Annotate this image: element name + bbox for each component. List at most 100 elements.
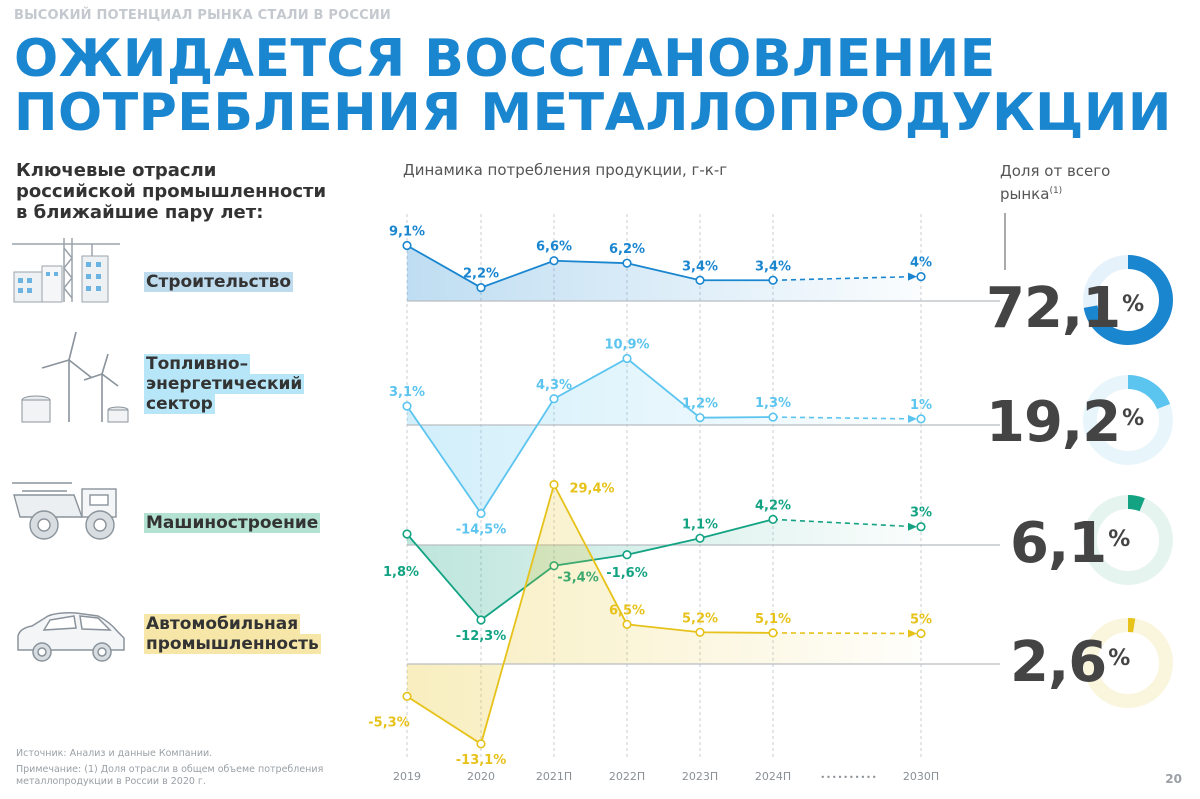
data-label: 10,9% [604, 338, 649, 353]
data-point [695, 275, 705, 285]
data-point [622, 619, 632, 629]
series-line [406, 244, 773, 289]
data-point [622, 550, 632, 560]
data-label: 1,8% [383, 565, 419, 580]
share-number: 19,2 [986, 390, 1121, 455]
sector-label-line: промышленность [144, 634, 321, 654]
data-label: 6,5% [609, 603, 645, 618]
x-tick-label: 2024П [755, 770, 791, 783]
data-point [768, 275, 778, 285]
projection-gap-marker: •••••••••• [820, 773, 877, 782]
share-value-construction: 72,1% [986, 276, 1144, 341]
share-ring-value [1083, 375, 1173, 465]
share-heading-word: рынка [1000, 185, 1050, 203]
data-label: 6,2% [609, 242, 645, 257]
series-line [406, 482, 774, 746]
series-projection-line [772, 632, 916, 635]
data-point [549, 394, 559, 404]
data-label: 3,1% [389, 385, 425, 400]
data-label: 1,2% [682, 397, 718, 412]
x-tick-label: 2021П [536, 770, 572, 783]
data-point [549, 480, 559, 490]
footnote-source: Источник: Анализ и данные Компании. [16, 748, 213, 759]
share-heading-line: рынка(1) [1000, 181, 1110, 204]
share-heading: Доля от всего рынка(1) [1000, 161, 1110, 204]
dump-truck-icon [12, 482, 117, 540]
data-label: 29,4% [569, 482, 614, 497]
title-line-2: ПОТРЕБЛЕНИЯ МЕТАЛЛОПРОДУКЦИИ [14, 83, 1172, 143]
share-ring-value [1083, 255, 1173, 345]
data-label: 4,2% [755, 498, 791, 513]
series-projection-line [772, 275, 916, 282]
x-tick-label: 2030П [903, 770, 939, 783]
footnote-note: Примечание: (1) Доля отрасли в общем объ… [16, 764, 324, 787]
data-point [549, 256, 559, 266]
data-point [695, 533, 705, 543]
x-tick-label: 2019 [393, 770, 421, 783]
construction-icon [12, 238, 120, 303]
data-point [916, 522, 926, 532]
data-label: 2,2% [463, 267, 499, 282]
share-ring-value [1083, 618, 1173, 708]
series-arrow [908, 414, 917, 423]
page-number: 20 [1165, 772, 1182, 786]
data-point [402, 240, 412, 251]
sector-label-line: Строительство [144, 272, 294, 292]
series-area [407, 245, 921, 301]
share-number: 72,1 [986, 276, 1121, 341]
share-value-automotive: 2,6% [1010, 630, 1130, 695]
x-tick-label: 2020 [467, 770, 495, 783]
data-point [402, 691, 412, 701]
series-projection-line [772, 416, 916, 420]
data-point [916, 414, 926, 424]
sector-label-line: Автомобильная [144, 614, 301, 634]
sector-label-line: Топливно– [144, 354, 251, 374]
data-label: 1,3% [755, 396, 791, 411]
data-point [622, 258, 632, 268]
share-percent-sign: % [1108, 527, 1131, 552]
x-tick-label: 2022П [609, 770, 645, 783]
car-icon [17, 612, 125, 662]
series-projection-line [772, 518, 916, 528]
footnote: Источник: Анализ и данные Компании. Прим… [16, 748, 356, 788]
data-label: -5,3% [368, 715, 409, 730]
share-heading-line: Доля от всего [1000, 162, 1111, 180]
sector-label-line: Машиностроение [144, 513, 321, 533]
share-value-energy: 19,2% [986, 390, 1144, 455]
data-label: -1,6% [606, 566, 647, 581]
data-label: 1,1% [682, 517, 718, 532]
series-area [407, 484, 921, 744]
sector-label-machinery: Машиностроение [144, 513, 321, 533]
series-arrow [908, 522, 917, 531]
sector-label-line: сектор [144, 394, 215, 414]
data-label: 5% [910, 613, 932, 628]
share-ring-value [1083, 495, 1173, 585]
share-value-machinery: 6,1% [1010, 511, 1130, 576]
chart-heading: Динамика потребления продукции, г-к-г [403, 161, 728, 179]
share-percent-sign: % [1122, 292, 1145, 317]
data-point [476, 739, 486, 749]
data-label: 3,4% [755, 259, 791, 274]
data-point [916, 628, 926, 639]
share-number: 2,6 [1010, 630, 1107, 695]
data-label: 9,1% [389, 224, 425, 239]
data-point [768, 628, 778, 638]
page-title: ОЖИДАЕТСЯ ВОССТАНОВЛЕНИЕ ПОТРЕБЛЕНИЯ МЕТ… [14, 32, 1172, 140]
series-area [407, 358, 921, 514]
data-point [402, 529, 412, 539]
sector-label-line: энергетический [144, 374, 305, 394]
data-label: 4% [910, 256, 932, 271]
data-point [768, 412, 778, 422]
data-label: 4,3% [536, 378, 572, 393]
data-label: 3% [910, 506, 932, 521]
data-point [622, 353, 632, 364]
data-label: 1% [910, 398, 932, 413]
data-point [402, 401, 412, 411]
data-label: 6,6% [536, 240, 572, 255]
data-label: -14,5% [456, 522, 507, 537]
sectors-heading-line: российской промышленности [16, 181, 327, 202]
wind-turbine-icon [21, 331, 129, 423]
title-line-1: ОЖИДАЕТСЯ ВОССТАНОВЛЕНИЕ [14, 29, 996, 89]
share-heading-note: (1) [1049, 186, 1063, 196]
